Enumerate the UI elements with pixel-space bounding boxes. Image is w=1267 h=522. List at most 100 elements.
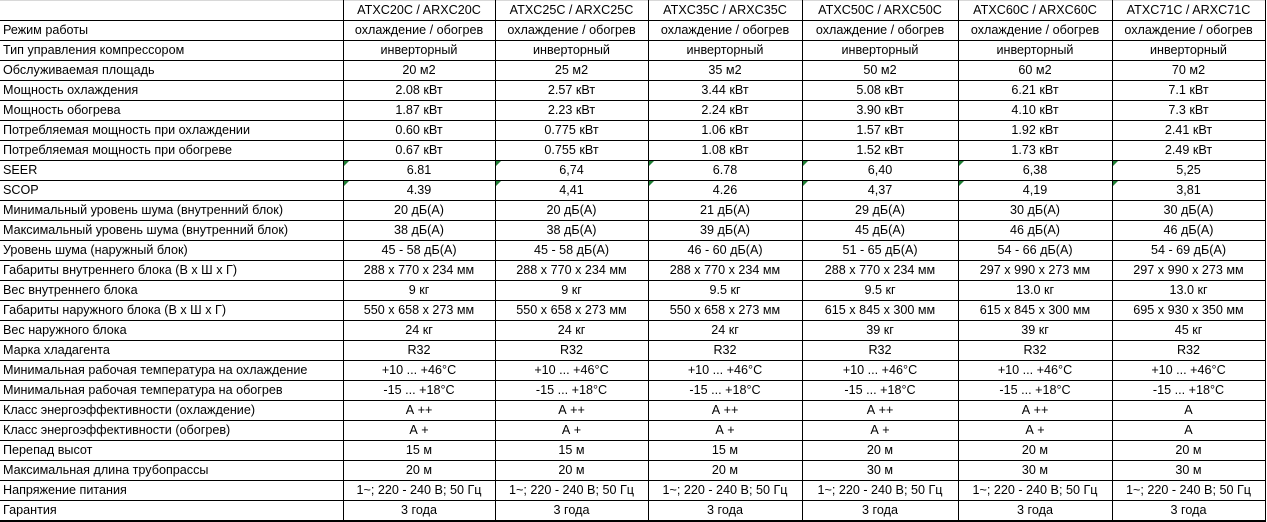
spec-cell[interactable]: 3 года: [342, 500, 496, 522]
spec-cell[interactable]: 30 дБ(А): [957, 200, 1113, 221]
spec-cell[interactable]: 3 года: [1111, 500, 1266, 522]
spec-cell[interactable]: А +: [957, 420, 1113, 441]
spec-cell[interactable]: 288 х 770 х 234 мм: [801, 260, 959, 281]
spec-cell[interactable]: 5.08 кВт: [801, 80, 959, 101]
spec-cell[interactable]: 20 м: [801, 440, 959, 461]
spec-cell[interactable]: 4.10 кВт: [957, 100, 1113, 121]
spec-cell[interactable]: 46 дБ(А): [957, 220, 1113, 241]
spec-cell[interactable]: 45 кг: [1111, 320, 1266, 341]
spec-cell[interactable]: охлаждение / обогрев: [647, 20, 803, 41]
spec-cell[interactable]: 0.67 кВт: [342, 140, 496, 161]
spec-cell[interactable]: 20 дБ(А): [494, 200, 649, 221]
spec-cell[interactable]: 1.57 кВт: [801, 120, 959, 141]
spec-cell[interactable]: 1~; 220 - 240 В; 50 Гц: [957, 480, 1113, 501]
spec-cell[interactable]: 4,19: [957, 180, 1113, 201]
spec-cell[interactable]: 2.24 кВт: [647, 100, 803, 121]
spec-cell[interactable]: 20 м: [957, 440, 1113, 461]
spec-cell[interactable]: 39 кг: [957, 320, 1113, 341]
spec-cell[interactable]: охлаждение / обогрев: [957, 20, 1113, 41]
spec-cell[interactable]: 615 х 845 х 300 мм: [801, 300, 959, 321]
spec-cell[interactable]: инверторный: [647, 40, 803, 61]
spec-cell[interactable]: +10 ... +46°С: [342, 360, 496, 381]
spec-cell[interactable]: охлаждение / обогрев: [494, 20, 649, 41]
spec-cell[interactable]: инверторный: [801, 40, 959, 61]
spec-cell[interactable]: 4,37: [801, 180, 959, 201]
spec-cell[interactable]: 4.39: [342, 180, 496, 201]
spec-cell[interactable]: -15 ... +18°С: [342, 380, 496, 401]
spec-cell[interactable]: 21 дБ(А): [647, 200, 803, 221]
spec-cell[interactable]: 6,38: [957, 160, 1113, 181]
spec-cell[interactable]: 6,74: [494, 160, 649, 181]
spec-cell[interactable]: А: [1111, 400, 1266, 421]
spec-cell[interactable]: охлаждение / обогрев: [1111, 20, 1266, 41]
spec-cell[interactable]: 15 м: [494, 440, 649, 461]
spec-cell[interactable]: R32: [494, 340, 649, 361]
spec-cell[interactable]: -15 ... +18°С: [647, 380, 803, 401]
spec-cell[interactable]: инверторный: [1111, 40, 1266, 61]
spec-cell[interactable]: 0.775 кВт: [494, 120, 649, 141]
spec-cell[interactable]: 1~; 220 - 240 В; 50 Гц: [1111, 480, 1266, 501]
spec-cell[interactable]: 30 м: [1111, 460, 1266, 481]
spec-cell[interactable]: 550 х 658 х 273 мм: [647, 300, 803, 321]
spec-cell[interactable]: 45 - 58 дБ(А): [342, 240, 496, 261]
spec-cell[interactable]: R32: [647, 340, 803, 361]
spec-cell[interactable]: 3 года: [801, 500, 959, 522]
spec-cell[interactable]: 288 х 770 х 234 мм: [494, 260, 649, 281]
spec-cell[interactable]: 1~; 220 - 240 В; 50 Гц: [342, 480, 496, 501]
spec-cell[interactable]: 1.87 кВт: [342, 100, 496, 121]
spec-cell[interactable]: 51 - 65 дБ(А): [801, 240, 959, 261]
spec-cell[interactable]: 2.49 кВт: [1111, 140, 1266, 161]
spec-cell[interactable]: 695 х 930 х 350 мм: [1111, 300, 1266, 321]
spec-cell[interactable]: А ++: [801, 400, 959, 421]
spec-cell[interactable]: 20 м2: [342, 60, 496, 81]
spec-cell[interactable]: 2.08 кВт: [342, 80, 496, 101]
spec-cell[interactable]: А ++: [957, 400, 1113, 421]
spec-cell[interactable]: 9 кг: [494, 280, 649, 301]
spec-cell[interactable]: 2.57 кВт: [494, 80, 649, 101]
spec-cell[interactable]: 20 м: [494, 460, 649, 481]
spec-cell[interactable]: 39 кг: [801, 320, 959, 341]
spec-cell[interactable]: 35 м2: [647, 60, 803, 81]
spec-cell[interactable]: 1~; 220 - 240 В; 50 Гц: [801, 480, 959, 501]
spec-cell[interactable]: 4,41: [494, 180, 649, 201]
spec-cell[interactable]: 9.5 кг: [647, 280, 803, 301]
spec-cell[interactable]: 45 дБ(А): [801, 220, 959, 241]
spec-cell[interactable]: А +: [801, 420, 959, 441]
spec-cell[interactable]: 297 х 990 х 273 мм: [1111, 260, 1266, 281]
spec-cell[interactable]: 9 кг: [342, 280, 496, 301]
spec-cell[interactable]: А +: [342, 420, 496, 441]
spec-cell[interactable]: 13.0 кг: [957, 280, 1113, 301]
spec-cell[interactable]: 30 м: [801, 460, 959, 481]
spec-cell[interactable]: 15 м: [647, 440, 803, 461]
spec-cell[interactable]: 3 года: [647, 500, 803, 522]
spec-cell[interactable]: 46 дБ(А): [1111, 220, 1266, 241]
spec-cell[interactable]: R32: [801, 340, 959, 361]
spec-cell[interactable]: 1.06 кВт: [647, 120, 803, 141]
spec-cell[interactable]: +10 ... +46°С: [494, 360, 649, 381]
spec-cell[interactable]: инверторный: [494, 40, 649, 61]
spec-cell[interactable]: А +: [647, 420, 803, 441]
spec-cell[interactable]: 9.5 кг: [801, 280, 959, 301]
spec-cell[interactable]: 297 х 990 х 273 мм: [957, 260, 1113, 281]
spec-cell[interactable]: 38 дБ(А): [494, 220, 649, 241]
model-header[interactable]: ATXC71C / ARXC71C: [1111, 0, 1266, 21]
spec-cell[interactable]: 54 - 66 дБ(А): [957, 240, 1113, 261]
spec-cell[interactable]: 6.21 кВт: [957, 80, 1113, 101]
spec-cell[interactable]: А ++: [494, 400, 649, 421]
spec-cell[interactable]: 1~; 220 - 240 В; 50 Гц: [494, 480, 649, 501]
spec-cell[interactable]: 0.60 кВт: [342, 120, 496, 141]
spec-cell[interactable]: 288 х 770 х 234 мм: [647, 260, 803, 281]
spec-cell[interactable]: инверторный: [957, 40, 1113, 61]
spec-cell[interactable]: А ++: [342, 400, 496, 421]
spec-cell[interactable]: 38 дБ(А): [342, 220, 496, 241]
spec-cell[interactable]: -15 ... +18°С: [801, 380, 959, 401]
spec-cell[interactable]: 615 х 845 х 300 мм: [957, 300, 1113, 321]
spec-cell[interactable]: R32: [957, 340, 1113, 361]
spec-cell[interactable]: 60 м2: [957, 60, 1113, 81]
model-header[interactable]: ATXC60C / ARXC60C: [957, 0, 1113, 21]
model-header[interactable]: ATXC25C / ARXC25C: [494, 0, 649, 21]
spec-cell[interactable]: 3,81: [1111, 180, 1266, 201]
spec-cell[interactable]: 20 м: [1111, 440, 1266, 461]
spec-cell[interactable]: +10 ... +46°С: [957, 360, 1113, 381]
spec-cell[interactable]: охлаждение / обогрев: [801, 20, 959, 41]
